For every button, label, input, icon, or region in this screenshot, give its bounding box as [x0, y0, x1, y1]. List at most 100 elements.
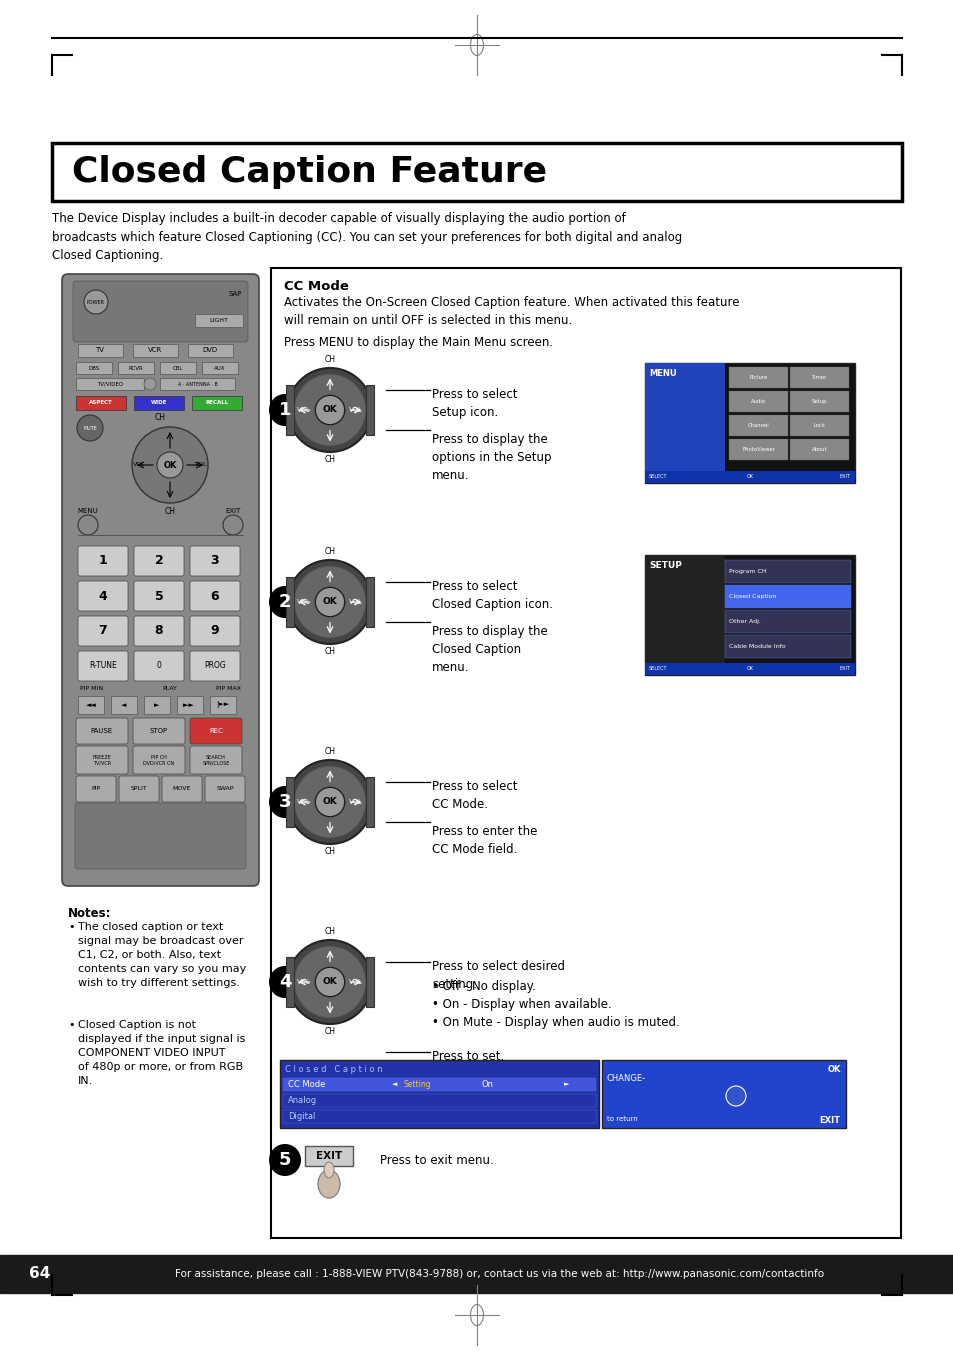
Text: The Device Display includes a built-in decoder capable of visually displaying th: The Device Display includes a built-in d… [52, 212, 681, 262]
Text: R-TUNE: R-TUNE [89, 662, 117, 670]
Circle shape [269, 966, 301, 998]
FancyBboxPatch shape [190, 581, 240, 611]
Circle shape [269, 394, 301, 426]
Bar [76, 378, 144, 390]
Text: On: On [481, 1079, 493, 1089]
FancyBboxPatch shape [190, 746, 242, 774]
Circle shape [78, 515, 98, 535]
Text: CH: CH [164, 507, 175, 516]
Bar [202, 362, 237, 374]
Text: SWAP: SWAP [216, 786, 233, 792]
Text: STOP: STOP [150, 728, 168, 734]
Text: SELECT: SELECT [648, 474, 667, 480]
Bar [789, 439, 848, 459]
Text: Press to exit menu.: Press to exit menu. [379, 1154, 494, 1167]
Bar [724, 611, 850, 634]
Circle shape [315, 588, 344, 616]
Text: The closed caption or text
signal may be broadcast over
C1, C2, or both. Also, t: The closed caption or text signal may be… [78, 921, 246, 988]
Text: CH: CH [324, 747, 335, 757]
Bar [728, 439, 787, 459]
Text: to return: to return [606, 1116, 638, 1121]
Text: ►: ► [154, 703, 159, 708]
Text: VOL: VOL [349, 798, 362, 805]
Text: Cable Module Info: Cable Module Info [728, 644, 785, 648]
Bar [286, 577, 294, 627]
Text: CH: CH [324, 455, 335, 465]
Text: Channel: Channel [747, 423, 768, 428]
Text: AUX: AUX [214, 366, 226, 370]
Text: PIP CH
DVD/VCR CN: PIP CH DVD/VCR CN [143, 755, 174, 766]
Text: MENU: MENU [77, 508, 98, 513]
Text: OK: OK [322, 405, 337, 415]
Circle shape [132, 427, 208, 503]
FancyBboxPatch shape [133, 616, 184, 646]
Text: PROG: PROG [204, 662, 226, 670]
Text: For assistance, please call : 1-888-VIEW PTV(843-9788) or, contact us via the we: For assistance, please call : 1-888-VIEW… [175, 1269, 823, 1279]
Bar [644, 471, 854, 484]
FancyBboxPatch shape [78, 616, 128, 646]
FancyBboxPatch shape [78, 581, 128, 611]
Text: OK: OK [163, 461, 176, 470]
Bar [644, 555, 724, 676]
Text: SEARCH
SPN/CLOSE: SEARCH SPN/CLOSE [202, 755, 230, 766]
Text: Press MENU to display the Main Menu screen.: Press MENU to display the Main Menu scre… [284, 336, 553, 349]
Text: Press to enter the
CC Mode field.: Press to enter the CC Mode field. [432, 825, 537, 857]
Bar [111, 696, 137, 713]
Text: VOL: VOL [296, 979, 311, 985]
Text: ►►: ►► [183, 703, 196, 708]
Bar [286, 385, 294, 435]
Text: SETUP: SETUP [648, 561, 681, 570]
Text: Analog: Analog [288, 1096, 316, 1105]
Circle shape [84, 290, 108, 313]
FancyBboxPatch shape [190, 717, 242, 744]
FancyBboxPatch shape [78, 651, 128, 681]
FancyBboxPatch shape [205, 775, 245, 802]
Bar [366, 777, 374, 827]
Text: MOVE: MOVE [172, 786, 191, 792]
Circle shape [269, 786, 301, 817]
Bar [132, 345, 178, 357]
FancyBboxPatch shape [75, 802, 246, 869]
Bar [366, 577, 374, 627]
Text: OK: OK [322, 978, 337, 986]
Text: C l o s e d   C a p t i o n: C l o s e d C a p t i o n [285, 1065, 382, 1074]
Text: Closed Caption: Closed Caption [728, 594, 776, 598]
Text: Press to select desired
setting.: Press to select desired setting. [432, 961, 564, 992]
Circle shape [294, 766, 365, 838]
Text: Program CH: Program CH [728, 569, 766, 574]
Bar [160, 362, 195, 374]
Text: Activates the On-Screen Closed Caption feature. When activated this feature
will: Activates the On-Screen Closed Caption f… [284, 296, 739, 327]
FancyBboxPatch shape [133, 546, 184, 576]
Circle shape [157, 453, 183, 478]
Text: Press to select
Setup icon.: Press to select Setup icon. [432, 388, 517, 419]
Text: 8: 8 [154, 624, 163, 638]
FancyBboxPatch shape [76, 746, 128, 774]
Text: SELECT: SELECT [648, 666, 667, 671]
Bar [194, 313, 243, 327]
FancyBboxPatch shape [76, 775, 116, 802]
Text: ◄: ◄ [121, 703, 127, 708]
Text: RCVR: RCVR [129, 366, 143, 370]
Text: DVD: DVD [202, 347, 217, 353]
Circle shape [288, 367, 372, 453]
Text: LIGHT: LIGHT [210, 317, 228, 323]
Bar [644, 663, 854, 676]
Bar [283, 1078, 596, 1092]
Text: MENU: MENU [648, 369, 676, 378]
Bar [724, 561, 850, 584]
Text: PLAY: PLAY [162, 685, 177, 690]
Bar [78, 345, 123, 357]
Text: Closed Caption is not
displayed if the input signal is
COMPONENT VIDEO INPUT
of : Closed Caption is not displayed if the i… [78, 1020, 245, 1086]
Text: VOL: VOL [349, 979, 362, 985]
Circle shape [294, 374, 365, 446]
Text: CH: CH [324, 847, 335, 857]
Text: RECALL: RECALL [205, 400, 229, 405]
Bar [78, 696, 104, 713]
Text: CH: CH [154, 413, 165, 423]
Bar [724, 585, 850, 608]
Text: 2: 2 [154, 554, 163, 567]
Text: EXIT: EXIT [225, 508, 240, 513]
Text: 64: 64 [30, 1266, 51, 1282]
Text: TV: TV [95, 347, 105, 353]
Bar [286, 957, 294, 1008]
